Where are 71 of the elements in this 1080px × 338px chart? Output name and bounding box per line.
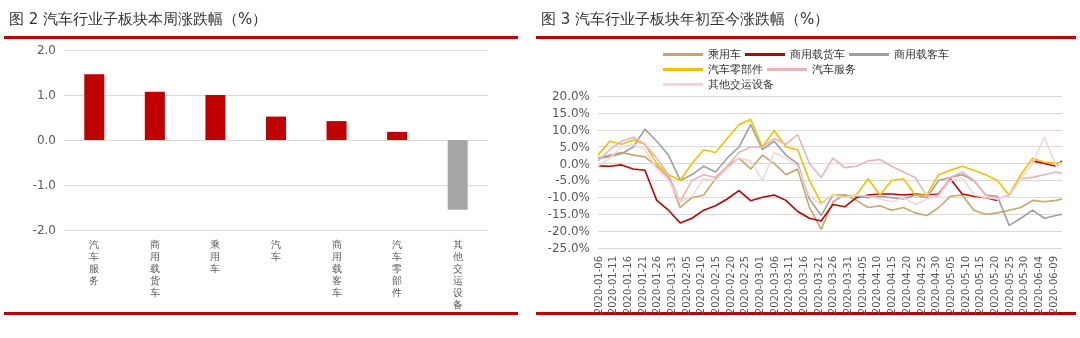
- y-tick-label: -2.0: [32, 223, 56, 237]
- x-tick-label: 2020-01-11: [607, 256, 619, 315]
- x-tick-label: 2020-04-05: [856, 256, 868, 315]
- x-tick-label: 2020-02-20: [724, 256, 736, 315]
- y-tick-label: 10.0%: [551, 122, 590, 137]
- x-tick-label: 商用载货车: [149, 238, 160, 298]
- chart-title: 图 3 汽车行业子板块年初至今涨跌幅（%）: [541, 9, 830, 28]
- bar: [387, 131, 408, 140]
- x-tick-label: 汽车零部件: [392, 238, 403, 298]
- x-tick-label: 商用载客车: [331, 238, 342, 298]
- x-tick-label: 2020-02-25: [739, 256, 751, 315]
- x-tick-label: 2020-03-26: [827, 256, 839, 315]
- y-tick-label: -5.0%: [555, 173, 590, 188]
- x-tick-label: 2020-05-10: [959, 256, 971, 315]
- y-tick-label: -15.0%: [547, 207, 590, 222]
- x-tick-label: 2020-05-30: [1018, 256, 1030, 315]
- line-series: [597, 118, 1063, 204]
- x-tick-label: 汽车: [271, 238, 281, 262]
- x-tick-label: 2020-03-11: [783, 256, 795, 315]
- bar: [326, 121, 347, 140]
- x-tick-label: 2020-05-25: [1003, 256, 1015, 315]
- x-tick-label: 乘用车: [210, 238, 221, 274]
- x-tick-label: 2020-03-21: [812, 256, 824, 315]
- x-tick-label: 2020-05-20: [988, 256, 1000, 315]
- x-tick-label: 其他交运设备: [452, 238, 463, 310]
- x-tick-label: 2020-01-31: [665, 256, 677, 315]
- x-tick-label: 2020-05-15: [974, 256, 986, 315]
- x-tick-label: 2020-04-10: [871, 256, 883, 315]
- y-tick-label: -1.0: [32, 178, 56, 192]
- x-tick-label: 2020-06-04: [1033, 256, 1045, 315]
- legend-label: 其他交运设备: [708, 78, 774, 91]
- x-tick-label: 2020-04-30: [930, 256, 942, 315]
- x-tick-label: 2020-03-31: [842, 256, 854, 315]
- legend-label: 乘用车: [708, 48, 741, 61]
- x-tick-label: 2020-01-16: [621, 256, 633, 315]
- y-tick-label: 0.0: [36, 133, 56, 147]
- y-tick-label: 0.0%: [559, 156, 590, 171]
- x-tick-label: 2020-06-09: [1047, 256, 1059, 315]
- legend-label: 商用载货车: [790, 48, 845, 61]
- x-tick-label: 2020-03-16: [798, 256, 810, 315]
- bar: [84, 74, 105, 140]
- x-tick-label: 2020-04-20: [900, 256, 912, 315]
- y-tick-label: 20.0%: [551, 89, 590, 103]
- x-tick-label: 2020-01-06: [592, 256, 604, 315]
- y-tick-label: 5.0%: [559, 139, 590, 154]
- x-tick-label: 2020-02-15: [709, 256, 721, 315]
- y-tick-label: 1.0: [36, 88, 56, 102]
- bar: [144, 91, 165, 140]
- x-tick-label: 2020-03-06: [768, 256, 780, 315]
- y-tick-label: 15.0%: [551, 105, 590, 120]
- line-series: [597, 123, 1063, 227]
- bar: [205, 95, 226, 140]
- chart-title: 图 2 汽车行业子板块本周涨跌幅（%）: [9, 9, 268, 28]
- x-tick-label: 2020-05-05: [944, 256, 956, 315]
- x-tick-label: 2020-01-21: [636, 256, 648, 315]
- y-tick-label: -10.0%: [547, 190, 590, 205]
- x-tick-label: 2020-04-25: [915, 256, 927, 315]
- x-tick-label: 汽车服务: [89, 238, 100, 286]
- x-tick-label: 2020-02-10: [695, 256, 707, 315]
- x-tick-label: 2020-02-05: [680, 256, 692, 315]
- legend-label: 汽车零部件: [708, 63, 763, 76]
- legend-label: 汽车服务: [812, 63, 856, 76]
- bar: [266, 116, 286, 140]
- y-tick-label: -25.0%: [547, 241, 590, 255]
- x-tick-label: 2020-03-01: [754, 256, 766, 315]
- x-tick-label: 2020-01-26: [651, 256, 663, 315]
- x-tick-label: 2020-04-15: [886, 256, 898, 315]
- y-tick-label: -20.0%: [547, 224, 590, 239]
- legend-label: 商用载客车: [894, 48, 949, 61]
- y-tick-label: 2.0: [36, 43, 56, 57]
- bar: [447, 140, 468, 210]
